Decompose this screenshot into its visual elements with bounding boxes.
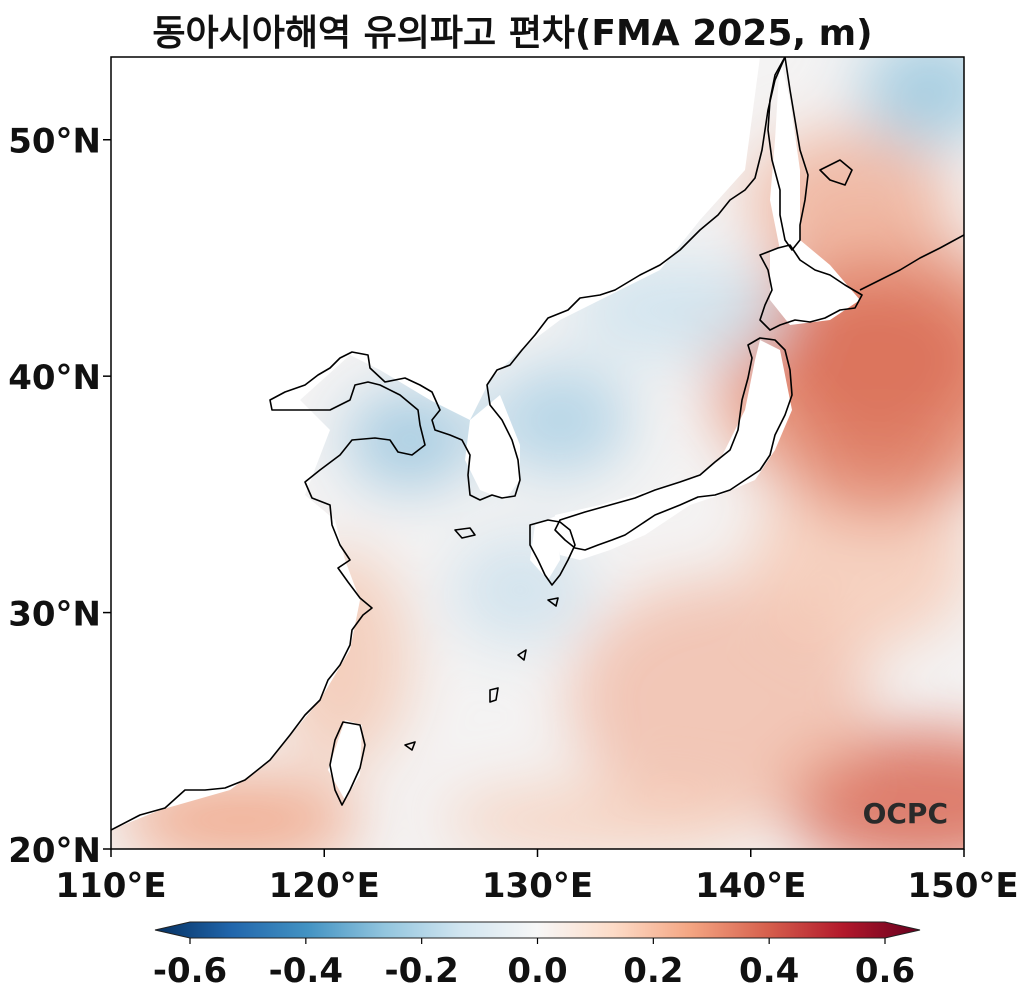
map-title: 동아시아해역 유의파고 편차(FMA 2025, m): [152, 13, 873, 54]
colorbar-ticks: -0.6 -0.4 -0.2 0.0 0.2 0.4 0.6: [153, 938, 915, 991]
lat-tick-label: 20°N: [8, 831, 101, 871]
lat-tick-label: 50°N: [8, 122, 101, 162]
colorbar-tick-label: 0.2: [623, 951, 683, 991]
lon-tick-label: 150°E: [907, 866, 1018, 906]
lon-tick-label: 140°E: [695, 866, 806, 906]
colorbar-tick-label: 0.4: [739, 951, 799, 991]
colorbar-tick-label: 0.0: [507, 951, 567, 991]
lat-tick-label: 40°N: [8, 358, 101, 398]
lon-tick-label: 110°E: [55, 866, 166, 906]
lon-tick-label: 120°E: [269, 866, 380, 906]
colorbar-tick-label: -0.6: [153, 951, 227, 991]
colorbar-ramp: [154, 921, 921, 939]
colorbar-tick-label: -0.4: [269, 951, 343, 991]
land-mask: [111, 57, 860, 830]
colorbar-tick-label: -0.2: [384, 951, 458, 991]
anomaly-field: [111, 57, 964, 849]
coastlines: [111, 57, 964, 831]
lon-tick-label: 130°E: [482, 866, 593, 906]
lat-axis: 20°N 30°N 40°N 50°N: [8, 122, 111, 871]
colorbar: -0.6 -0.4 -0.2 0.0 0.2 0.4 0.6: [153, 921, 921, 991]
lat-tick-label: 30°N: [8, 595, 101, 635]
lon-axis: 110°E 120°E 130°E 140°E 150°E: [55, 849, 1019, 906]
ocpc-logo: OCPC: [863, 797, 948, 830]
colorbar-tick-label: 0.6: [855, 951, 915, 991]
map-panel: OCPC 20°N 30°N 40°N 50°N 110°E 120°E 130°E 140…: [8, 56, 1019, 906]
